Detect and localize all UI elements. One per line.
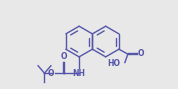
Text: NH: NH — [73, 69, 86, 78]
Text: HO: HO — [107, 59, 120, 68]
Text: O: O — [61, 52, 67, 61]
Text: O: O — [47, 69, 54, 78]
Text: O: O — [138, 49, 144, 58]
